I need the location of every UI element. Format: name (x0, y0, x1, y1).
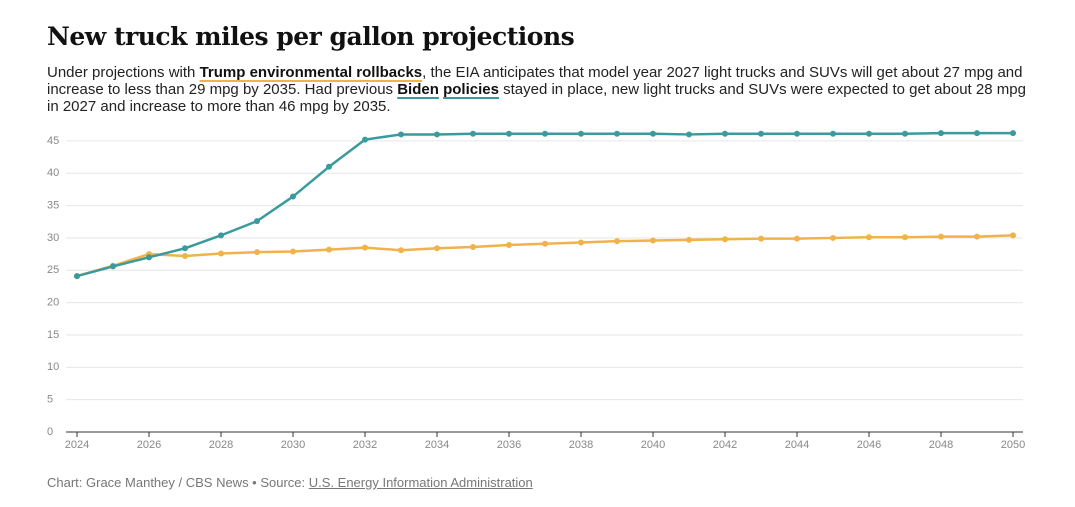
y-tick-label: 45 (47, 135, 59, 147)
data-point (542, 130, 548, 137)
data-point (326, 163, 332, 170)
data-point (290, 248, 296, 255)
y-tick-label: 0 (47, 426, 53, 438)
data-point (362, 244, 368, 251)
data-point (830, 234, 836, 241)
data-point (146, 254, 152, 261)
data-point (254, 249, 260, 256)
data-point (686, 131, 692, 138)
x-tick-label: 2038 (569, 439, 593, 451)
data-point (326, 246, 332, 253)
y-tick-label: 40 (47, 167, 59, 179)
data-point (794, 130, 800, 137)
data-point (722, 130, 728, 137)
subtitle-text: Under projections with (47, 64, 200, 81)
x-tick-label: 2040 (641, 439, 665, 451)
data-point (434, 245, 440, 252)
data-point (830, 130, 836, 137)
data-point (1010, 232, 1016, 239)
chart-title: New truck miles per gallon projections (47, 22, 575, 51)
y-tick-label: 25 (47, 264, 59, 276)
data-point (974, 130, 980, 137)
x-tick-label: 2042 (713, 439, 737, 451)
data-point (398, 247, 404, 254)
x-tick-label: 2026 (137, 439, 161, 451)
subtitle-link[interactable]: Trump environmental rollbacks (199, 64, 423, 81)
data-point (650, 130, 656, 137)
data-point (1010, 130, 1016, 137)
data-point (74, 273, 80, 280)
data-point (614, 130, 620, 137)
y-tick-label: 5 (47, 394, 53, 406)
source-link[interactable]: U.S. Energy Information Administration (308, 475, 533, 490)
data-point (686, 236, 692, 243)
data-point (758, 130, 764, 137)
data-point (758, 235, 764, 242)
data-point (398, 131, 404, 138)
x-tick-label: 2034 (425, 439, 449, 451)
data-point (182, 253, 188, 260)
data-point (470, 130, 476, 137)
subtitle-link[interactable]: policies (443, 81, 499, 98)
data-point (578, 239, 584, 246)
data-point (218, 250, 224, 257)
x-tick-label: 2024 (65, 439, 89, 451)
data-point (650, 237, 656, 244)
y-tick-label: 15 (47, 329, 59, 341)
data-point (254, 218, 260, 225)
data-point (110, 263, 116, 270)
data-point (722, 236, 728, 243)
x-tick-label: 2048 (929, 439, 953, 451)
data-point (902, 130, 908, 137)
y-tick-label: 30 (47, 232, 59, 244)
data-point (542, 240, 548, 247)
data-point (974, 233, 980, 240)
x-tick-label: 2030 (281, 439, 305, 451)
data-point (938, 233, 944, 240)
chart-footer: Chart: Grace Manthey / CBS News • Source… (47, 475, 533, 490)
data-point (506, 130, 512, 137)
data-point (290, 193, 296, 200)
data-point (866, 234, 872, 241)
subtitle-link[interactable]: Biden (397, 81, 439, 98)
x-tick-label: 2044 (785, 439, 809, 451)
data-point (506, 242, 512, 249)
data-point (434, 131, 440, 138)
data-point (866, 130, 872, 137)
y-tick-label: 10 (47, 361, 59, 373)
x-tick-label: 2050 (1001, 439, 1025, 451)
data-point (578, 130, 584, 137)
x-tick-label: 2046 (857, 439, 881, 451)
credit: Chart: Grace Manthey / CBS News • Source… (47, 475, 309, 490)
data-point (470, 243, 476, 250)
x-tick-label: 2032 (353, 439, 377, 451)
data-point (938, 130, 944, 137)
data-point (218, 232, 224, 239)
data-point (182, 245, 188, 252)
data-point (902, 234, 908, 241)
y-tick-label: 35 (47, 200, 59, 212)
chart-subtitle: Under projections with Trump environment… (47, 64, 1037, 115)
x-tick-label: 2036 (497, 439, 521, 451)
data-point (794, 235, 800, 242)
subtitle-text: , the EIA anticipates that model year 20… (47, 64, 1023, 98)
subtitle-text: stayed in place, new light trucks and SU… (47, 81, 1026, 115)
y-tick-label: 20 (47, 297, 59, 309)
x-tick-label: 2028 (209, 439, 233, 451)
data-point (614, 238, 620, 245)
data-point (362, 136, 368, 143)
